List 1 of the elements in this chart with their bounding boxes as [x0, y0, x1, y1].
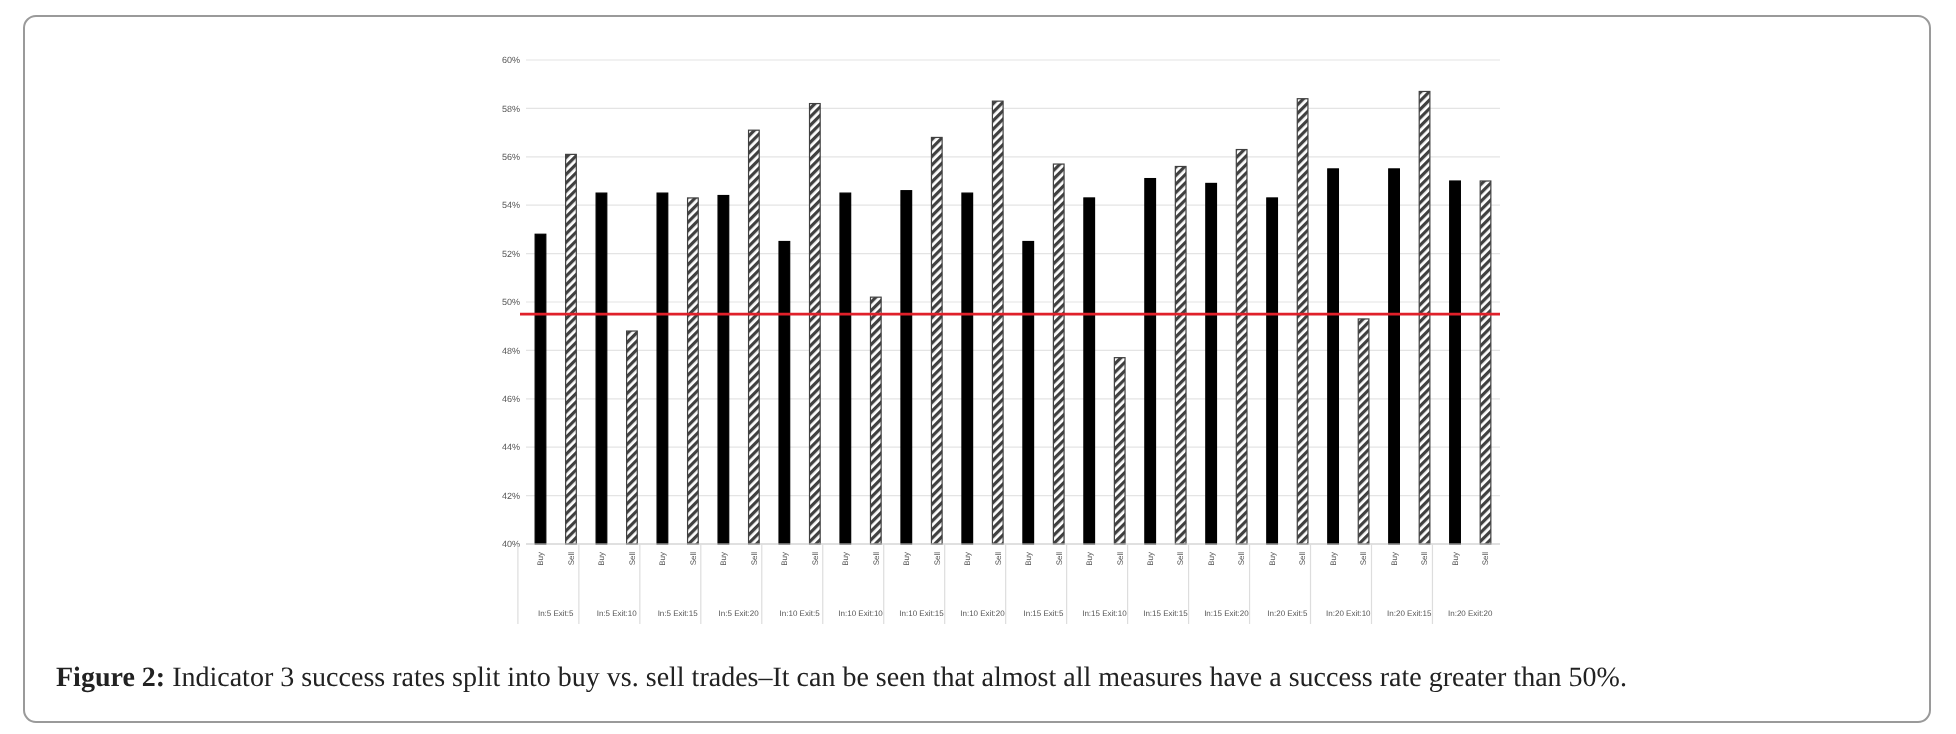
- caption: Figure 2: Indicator 3 success rates split into buy vs. sell trades–It can be seen that almost all measures have a success rate greater than 50%.: [56, 664, 1627, 694]
